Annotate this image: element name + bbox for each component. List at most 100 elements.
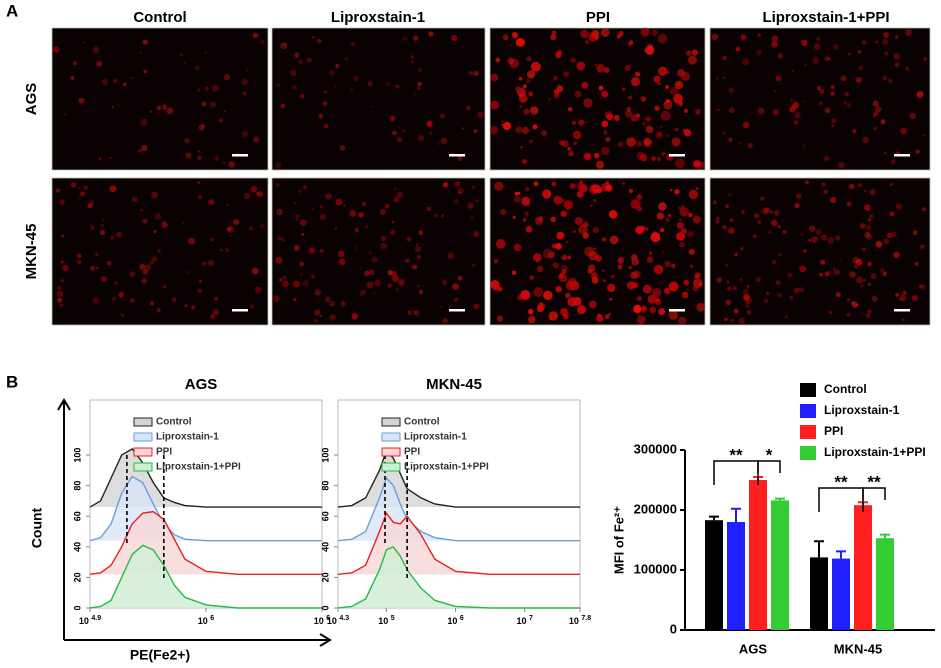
cell-spot [568,150,574,157]
cell-spot [197,88,201,92]
cell-spot [683,279,690,286]
cell-spot [627,95,633,100]
cell-spot [301,232,305,237]
cell-spot [621,87,626,91]
cell-spot [298,59,303,64]
cell-spot [583,152,592,161]
cell-spot [893,53,901,60]
cell-spot [847,52,851,56]
cell-spot [670,263,676,269]
cell-spot [512,215,516,219]
y-tick-label: 100 [320,448,330,463]
cell-spot [830,85,835,89]
significance-label: ** [834,472,848,491]
cell-spot [102,218,105,222]
cell-spot [824,56,830,61]
cell-spot [604,314,610,320]
cell-spot [555,51,562,59]
cell-spot [895,203,902,210]
cell-spot [109,156,112,160]
x-tick-label: 10 5 [378,615,395,627]
cell-spot [62,264,69,272]
cell-spot [389,116,396,122]
cell-spot [863,278,867,282]
cell-spot [256,191,263,198]
cell-spot [228,161,236,168]
cell-spot [899,298,903,301]
x-tick-label: 10 4.9 [79,615,101,627]
micrograph [271,177,486,326]
cell-spot [674,80,684,90]
cell-spot [525,187,530,192]
cell-spot [161,104,168,110]
cell-spot [396,136,403,143]
cell-spot [276,208,283,216]
cell-spot [716,108,720,112]
cell-spot [502,34,509,41]
cell-spot [311,207,314,210]
cell-spot [737,141,742,145]
cell-spot [784,315,788,319]
cell-spot [828,310,833,315]
cell-spot [869,214,874,218]
cell-spot [129,271,136,278]
cell-spot [602,269,605,272]
column-header: PPI [586,9,610,26]
cell-spot [511,32,518,39]
cell-spot [367,81,373,87]
cell-spot [493,259,499,264]
cell-spot [59,303,64,308]
cell-spot [302,279,310,287]
micrograph-bg [271,177,486,326]
cell-spot [875,240,883,248]
cell-spot [553,76,558,81]
cell-spot [573,141,578,146]
cell-spot [244,193,250,200]
cell-spot [627,42,632,47]
cell-spot [553,92,560,99]
y-tick-label: 20 [320,572,330,582]
cell-spot [185,152,192,159]
cell-spot [92,46,100,54]
cell-spot [712,200,717,205]
cell-spot [655,131,663,139]
histogram-curve [89,448,322,508]
cell-spot [157,249,161,253]
cell-spot [151,256,158,262]
cell-spot [635,140,643,147]
cell-spot [368,269,375,276]
cell-spot [676,232,685,241]
cell-spot [658,66,668,76]
cell-spot [380,242,388,250]
cell-spot [722,131,726,135]
cell-spot [468,70,474,76]
cell-spot [385,81,390,86]
column-header: Liproxstain-1 [331,9,425,26]
cell-spot [821,234,828,241]
cell-spot [728,227,735,234]
cell-spot [579,184,588,193]
cell-spot [513,195,521,203]
histogram-curve [89,510,322,576]
cell-spot [130,76,134,80]
legend-swatch [381,432,401,442]
cell-spot [151,191,158,199]
cell-spot [413,310,417,315]
cell-spot [692,285,699,292]
cell-spot [862,136,870,144]
cell-spot [617,264,623,270]
cell-spot [314,309,321,316]
cell-spot [320,214,327,221]
cell-spot [895,35,899,39]
legend-label: PPI [404,447,420,458]
cell-spot [561,198,566,203]
x-tick-label: 10 7 [516,615,533,627]
cell-spot [656,212,664,220]
cell-spot [630,39,633,43]
cell-spot [392,275,400,283]
cell-spot [197,150,201,153]
cell-spot [473,303,480,310]
cell-spot [923,134,926,137]
cell-spot [138,149,142,153]
cell-spot [816,37,821,41]
